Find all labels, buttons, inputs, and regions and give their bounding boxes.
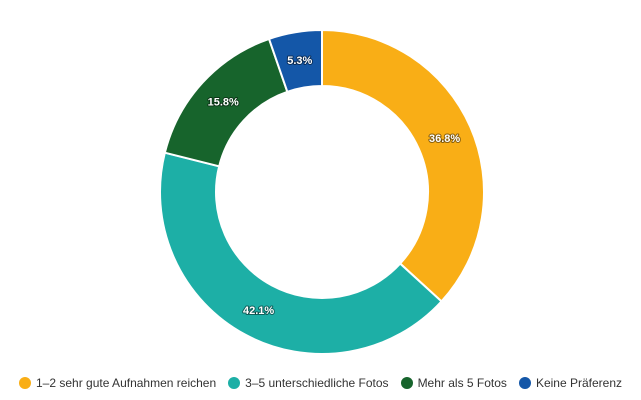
legend-item[interactable]: Mehr als 5 Fotos <box>400 376 507 390</box>
legend-item[interactable]: 1–2 sehr gute Aufnahmen reichen <box>19 376 216 390</box>
legend-swatch <box>19 377 31 389</box>
slice-labels: 36.8% 42.1% 15.8% 5.3% <box>207 54 462 318</box>
legend-swatch <box>400 377 413 389</box>
legend-label: Mehr als 5 Fotos <box>417 376 507 390</box>
legend-item[interactable]: Keine Präferenz <box>518 376 622 390</box>
legend-item[interactable]: 3–5 unterschiedliche Fotos <box>228 376 389 390</box>
donut-slice[interactable] <box>159 151 443 355</box>
legend-label: 3–5 unterschiedliche Fotos <box>245 376 389 390</box>
chart-legend: 1–2 sehr gute Aufnahmen reichen 3–5 unter… <box>0 376 641 390</box>
slice-value-label: 36.8% <box>429 133 460 145</box>
slice-value-label: 5.3% <box>287 55 312 67</box>
legend-swatch <box>228 377 241 389</box>
donut-slice[interactable] <box>267 28 323 94</box>
legend-label: Keine Präferenz <box>535 376 622 390</box>
legend-swatch <box>518 377 531 389</box>
slice-value-label: 42.1% <box>243 305 274 317</box>
donut-slices <box>159 28 485 355</box>
slice-value-label: 15.8% <box>208 97 239 109</box>
legend-label: 1–2 sehr gute Aufnahmen reichen <box>36 376 217 390</box>
donut-slice[interactable] <box>321 28 485 303</box>
